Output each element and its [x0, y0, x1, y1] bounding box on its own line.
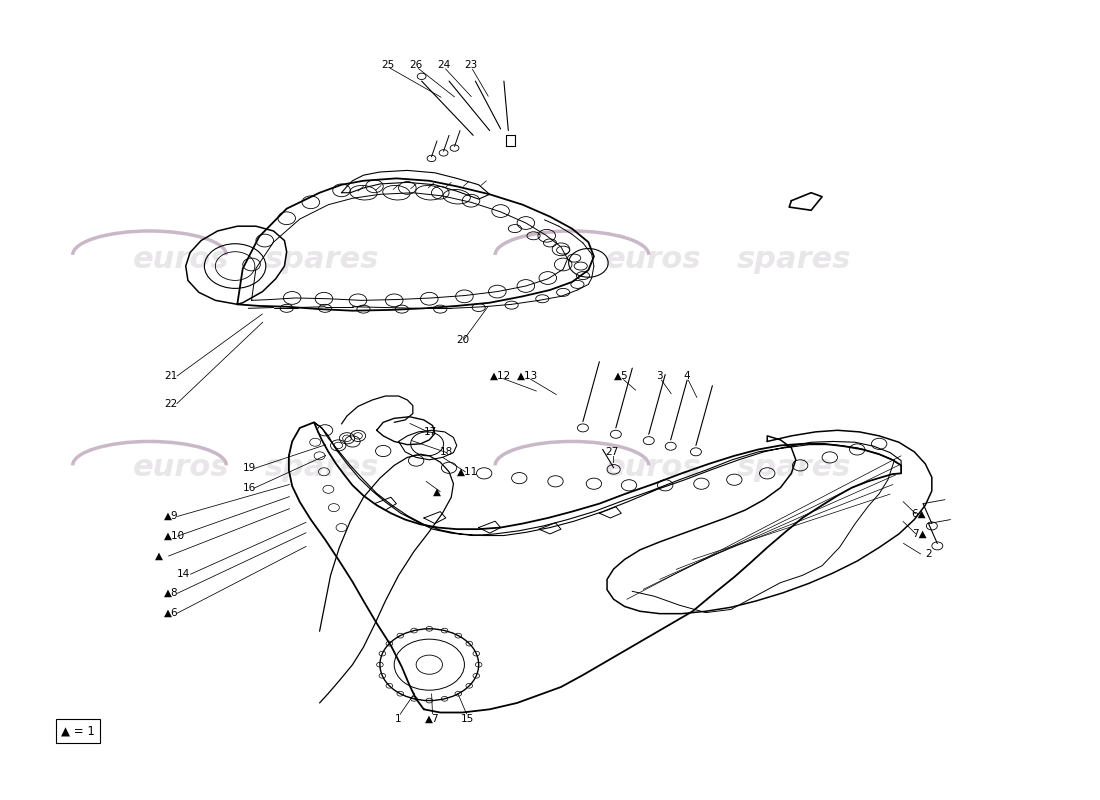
- Text: 15: 15: [461, 714, 474, 724]
- Text: ▲12: ▲12: [490, 371, 512, 381]
- Text: ▲11: ▲11: [456, 466, 478, 477]
- Text: spares: spares: [265, 453, 379, 482]
- Text: 17: 17: [424, 427, 437, 437]
- Text: ▲7: ▲7: [426, 714, 440, 724]
- Text: 26: 26: [409, 60, 422, 70]
- Text: 2: 2: [925, 549, 932, 559]
- Text: 24: 24: [437, 60, 450, 70]
- Text: ▲9: ▲9: [164, 510, 178, 521]
- Text: ▲6: ▲6: [164, 608, 178, 618]
- Text: 21: 21: [164, 371, 177, 381]
- Text: euros: euros: [133, 246, 230, 274]
- Text: ▲5: ▲5: [614, 371, 628, 381]
- Text: euros: euros: [605, 246, 702, 274]
- Text: 3: 3: [657, 371, 663, 381]
- Text: ▲8: ▲8: [164, 588, 178, 598]
- Text: 6▲: 6▲: [912, 509, 926, 519]
- Text: ▲13: ▲13: [517, 371, 539, 381]
- Text: 27: 27: [605, 447, 618, 457]
- Text: 4: 4: [684, 371, 691, 381]
- Text: ▲ = 1: ▲ = 1: [62, 724, 95, 738]
- Text: euros: euros: [605, 453, 702, 482]
- Text: 23: 23: [464, 60, 477, 70]
- Text: 19: 19: [243, 462, 256, 473]
- Text: spares: spares: [265, 246, 379, 274]
- Text: 20: 20: [456, 335, 470, 346]
- Text: 1: 1: [395, 714, 402, 724]
- Text: spares: spares: [737, 246, 851, 274]
- Text: 16: 16: [243, 482, 256, 493]
- Text: ▲: ▲: [432, 486, 441, 497]
- Text: ▲: ▲: [155, 550, 163, 561]
- Text: 7▲: 7▲: [912, 529, 926, 539]
- Text: 22: 22: [164, 399, 177, 409]
- Text: 18: 18: [440, 447, 453, 457]
- Text: spares: spares: [737, 453, 851, 482]
- Text: 25: 25: [381, 60, 394, 70]
- Text: 14: 14: [177, 569, 190, 578]
- Text: ▲10: ▲10: [164, 530, 185, 541]
- Text: euros: euros: [133, 453, 230, 482]
